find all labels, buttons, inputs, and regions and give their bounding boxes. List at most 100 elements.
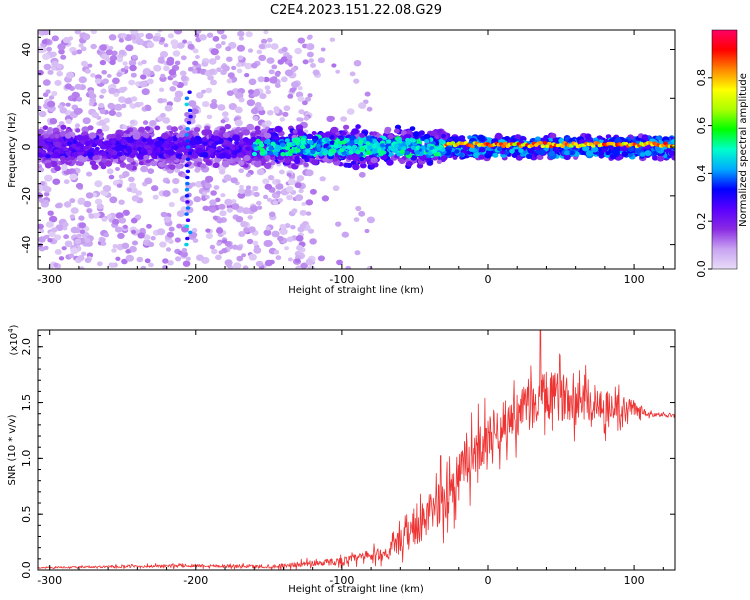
snr-x-tick-label: 100 (624, 574, 645, 587)
spectrogram-scatter-cell (47, 100, 56, 108)
spectrogram-band-cell (193, 127, 201, 133)
spectrogram-scatter-cell (38, 105, 42, 110)
spectrogram-band-cell (209, 148, 215, 153)
spectrogram-mid-cell (393, 149, 399, 154)
spectrogram-scatter-cell (288, 62, 293, 67)
spectrogram-scatter-cell (267, 175, 275, 181)
spectrogram-scatter-cell (118, 199, 125, 205)
spectrogram-scatter-cell (135, 38, 144, 46)
spectrogram-scatter-cell (202, 191, 207, 196)
spectrogram-streak-cell (185, 175, 190, 180)
spectrogram-band-cell (412, 131, 420, 138)
spectrogram-scatter-cell (70, 226, 79, 234)
spectrogram-scatter-cell (366, 216, 375, 224)
spectrogram-scatter-cell (142, 68, 151, 76)
spectrogram-scatter-cell (130, 72, 137, 78)
spectrogram-band-cell (527, 148, 535, 154)
colorbar-axes: 0.0 0.2 0.4 0.6 0.8 (695, 69, 712, 278)
spectrogram-scatter-cell (211, 248, 218, 255)
spectrogram-scatter-cell (244, 73, 250, 78)
spectrogram-band-cell (50, 160, 58, 168)
spectrogram-scatter-cell (46, 46, 52, 52)
spectrogram-band-cell (423, 133, 431, 140)
spectrogram-scatter-cell (163, 216, 172, 223)
spectrogram-scatter-cell (227, 72, 235, 79)
spectrogram-scatter-cell (122, 61, 128, 66)
spectrogram-scatter-cell (194, 33, 200, 38)
spectrogram-scatter-cell (275, 179, 281, 184)
spectrogram-band-cell (611, 148, 619, 155)
spectrogram-band-cell (401, 156, 407, 161)
spectrogram-streak-cell (185, 127, 190, 131)
spectrogram-scatter-cell (158, 56, 165, 62)
spectrogram-scatter-cell (353, 78, 360, 84)
spectrogram-scatter-cell (244, 62, 253, 70)
spectrogram-streak-cell (187, 151, 193, 155)
spectrogram-scatter-cell (271, 64, 278, 70)
spectrogram-band-cell (549, 132, 557, 139)
spectrogram-scatter-cell (222, 239, 228, 244)
spectrogram-peak-cell (542, 141, 548, 145)
spectrogram-scatter-cell (69, 173, 78, 181)
spectrogram-scatter-cell (252, 240, 259, 246)
spectrogram-band-cell (182, 147, 190, 154)
spectrogram-band-cell (355, 124, 361, 129)
spectrogram-band-cell (205, 159, 213, 166)
spectrogram-band-cell (243, 155, 251, 161)
spectrogram-scatter-cell (358, 102, 367, 109)
spectrogram-scatter-cell (144, 177, 153, 185)
snr-x-label: Height of straight line (km) (288, 584, 424, 595)
spectrogram-band-cell (372, 131, 378, 136)
spectrogram-scatter-cell (54, 249, 62, 255)
spectrogram-scatter-cell (43, 63, 52, 71)
spectrogram-scatter-cell (41, 39, 48, 45)
spectrogram-scatter-cell (44, 174, 53, 182)
snr-y-tick-label: 2.0 (20, 338, 33, 356)
spectrogram-scatter-cell (99, 44, 107, 51)
spectrogram-scatter-cell (250, 107, 259, 115)
figure-title: C2E4.2023.151.22.08.G29 (270, 3, 442, 18)
spectrogram-band-cell (261, 128, 268, 134)
spectrogram-scatter-cell (98, 102, 105, 109)
spectrogram-streak-cell (184, 133, 189, 137)
spectrogram-scatter-cell (209, 102, 218, 109)
spectrogram-scatter-cell (302, 59, 309, 65)
spectrogram-band-cell (621, 151, 629, 157)
spectrogram-band-cell (176, 148, 183, 154)
spectrogram-scatter-cell (206, 32, 214, 38)
spectrogram-scatter-cell (129, 64, 137, 72)
spectrogram-scatter-cell (103, 117, 111, 124)
spectrogram-scatter-cell (329, 37, 336, 42)
spectrogram-scatter-cell (269, 76, 278, 84)
spectrogram-mid-cell (424, 139, 430, 144)
spectrogram-scatter-cell (176, 223, 183, 229)
spectrogram-streak-cell (184, 242, 189, 247)
spectrogram-scatter-cell (164, 104, 173, 112)
spectrogram-band-cell (221, 160, 230, 167)
spectrogram-band-cell (608, 138, 615, 143)
spectrogram-scatter-cell (78, 43, 84, 48)
spectrogram-scatter-cell (103, 232, 109, 238)
spectrogram-band-cell (60, 160, 66, 165)
spectrogram-scatter-cell (263, 76, 270, 83)
spectrogram-scatter-cell (236, 68, 243, 74)
spectrogram-scatter-cell (45, 89, 51, 94)
spectrogram-scatter-cell (256, 49, 263, 55)
spectrogram-scatter-cell (306, 43, 315, 51)
spectrogram-scatter-cell (239, 184, 244, 189)
spectrogram-scatter-cell (48, 95, 55, 100)
spectrogram-scatter-cell (210, 190, 217, 196)
spectrogram-scatter-cell (284, 246, 290, 251)
spectrogram-scatter-cell (221, 111, 229, 117)
spectrogram-scatter-cell (299, 209, 307, 216)
spectrogram-band-cell (306, 133, 314, 140)
spectrogram-scatter-cell (208, 58, 217, 65)
spectrogram-band-cell (292, 129, 298, 134)
spectrogram-band-cell (274, 125, 283, 132)
spectrogram-scatter-cell (114, 226, 123, 233)
spectrogram-x-tick-label: 0 (484, 273, 491, 286)
spectrogram-axes: -300 -200 -100 0 100 40 20 0 -20 -40 (20, 30, 675, 286)
colorbar-tick-label: 0.8 (695, 69, 708, 87)
spectrogram-scatter-cell (64, 83, 72, 90)
spectrogram-mid-cell (396, 152, 402, 157)
